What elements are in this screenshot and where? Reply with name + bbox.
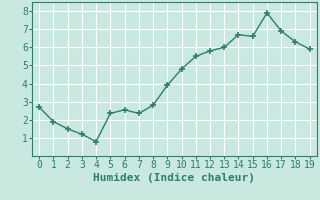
X-axis label: Humidex (Indice chaleur): Humidex (Indice chaleur) — [93, 173, 255, 183]
